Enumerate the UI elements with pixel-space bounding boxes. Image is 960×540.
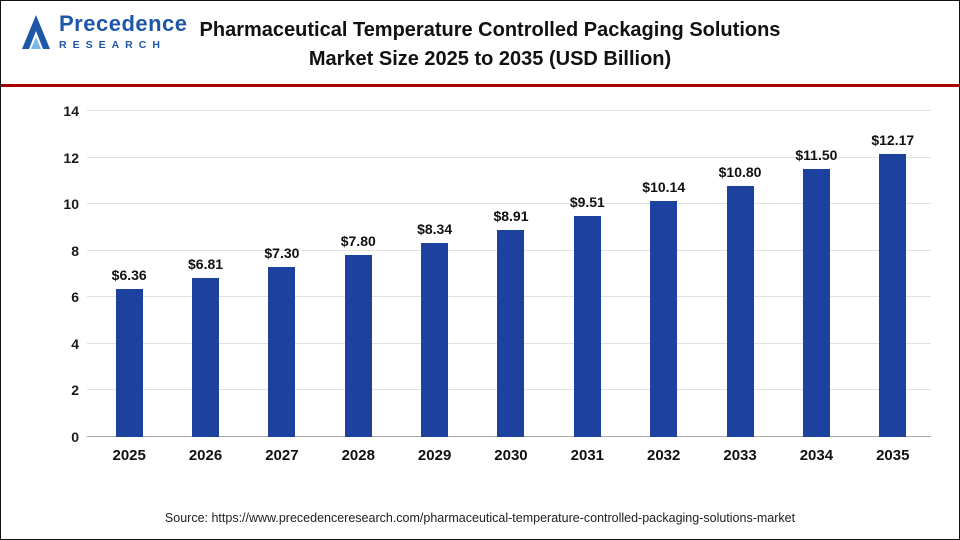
chart-title-line1: Pharmaceutical Temperature Controlled Pa… xyxy=(199,19,781,41)
bar-2035 xyxy=(879,153,907,437)
y-tick-label-4: 4 xyxy=(71,335,79,352)
x-tick-label-2026: 2026 xyxy=(188,447,223,464)
x-tick-label-2028: 2028 xyxy=(341,447,375,464)
bar-2026 xyxy=(192,278,220,437)
bar-column-2026: $6.81 xyxy=(167,111,243,437)
bar-2030 xyxy=(497,229,525,437)
bar-value-label-2026: $6.81 xyxy=(188,256,224,273)
chart-title-line2: Market Size 2025 to 2035 (USD Billion) xyxy=(308,48,672,70)
bar-column-2034: $11.50 xyxy=(778,111,854,437)
gridline-14 xyxy=(87,110,931,111)
bar-2033 xyxy=(726,185,754,437)
bar-column-2032: $10.14 xyxy=(626,111,702,437)
bar-value-label-2032: $10.14 xyxy=(642,178,686,195)
chart-title: Pharmaceutical Temperature Controlled Pa… xyxy=(1,1,959,84)
bars-container: $6.36 $6.81 $7.30 $7.80 $8.34 $8.91 $9.51 $10.1… xyxy=(91,111,931,437)
x-tick-label-2034: 2034 xyxy=(799,447,834,464)
bar-column-2029: $8.34 xyxy=(396,111,472,437)
x-tick-label-2031: 2031 xyxy=(570,447,605,464)
x-tick-label-2033: 2033 xyxy=(723,447,757,464)
bar-value-label-2029: $8.34 xyxy=(417,220,453,237)
x-tick-label-2027: 2027 xyxy=(265,447,299,464)
header: Precedence RESEARCH Pharmaceutical Tempe… xyxy=(1,1,959,87)
x-tick-label-2030: 2030 xyxy=(494,447,528,464)
bar-2032 xyxy=(650,200,678,437)
gridline-10 xyxy=(87,203,931,205)
bar-2034 xyxy=(802,169,830,437)
y-tick-label-6: 6 xyxy=(71,289,79,306)
chart-area: $6.36 $6.81 $7.30 $7.80 $8.34 $8.91 $9.51 $10.1… xyxy=(1,87,959,499)
bar-column-2035: $12.17 xyxy=(855,111,931,437)
y-tick-label-12: 12 xyxy=(63,149,79,166)
source-text: Source: https://www.precedenceresearch.c… xyxy=(164,511,796,525)
y-tick-label-8: 8 xyxy=(71,242,79,259)
bar-2025 xyxy=(115,288,143,437)
bar-column-2033: $10.80 xyxy=(702,111,778,437)
bar-2027 xyxy=(268,267,296,437)
bar-column-2031: $9.51 xyxy=(549,111,625,437)
bar-value-label-2033: $10.80 xyxy=(718,163,762,180)
bar-value-label-2034: $11.50 xyxy=(795,147,838,164)
y-tick-label-14: 14 xyxy=(63,103,79,119)
bar-value-label-2028: $7.80 xyxy=(340,233,376,250)
precedence-research-logo: Precedence RESEARCH xyxy=(19,13,188,53)
plot-area: $6.36 $6.81 $7.30 $7.80 $8.34 $8.91 $9.51 $10.1… xyxy=(63,103,931,445)
bar-column-2025: $6.36 xyxy=(91,111,167,437)
bar-column-2028: $7.80 xyxy=(320,111,396,437)
y-tick-label-2: 2 xyxy=(71,382,79,399)
x-axis-labels: 2025 2026 2027 2028 2029 2030 2031 2032 2033 2034… xyxy=(91,447,931,464)
precedence-logo-icon xyxy=(22,15,50,49)
bar-value-label-2030: $8.91 xyxy=(493,207,529,224)
x-tick-label-2025: 2025 xyxy=(112,447,146,464)
bar-column-2030: $8.91 xyxy=(473,111,549,437)
x-tick-label-2035: 2035 xyxy=(876,447,910,464)
bar-value-label-2025: $6.36 xyxy=(111,266,147,283)
bar-value-label-2035: $12.17 xyxy=(871,131,915,148)
logo-text: Precedence RESEARCH xyxy=(59,13,188,51)
bar-value-label-2027: $7.30 xyxy=(264,245,300,262)
x-tick-label-2032: 2032 xyxy=(647,447,681,464)
y-tick-label-10: 10 xyxy=(63,196,79,213)
y-tick-label-0: 0 xyxy=(71,429,79,445)
footer: Source: https://www.precedenceresearch.c… xyxy=(1,509,959,527)
gridline-12 xyxy=(87,156,931,158)
bar-column-2027: $7.30 xyxy=(244,111,320,437)
bar-2029 xyxy=(421,242,449,437)
logo-subtitle: RESEARCH xyxy=(59,39,166,51)
logo-name: Precedence xyxy=(59,11,188,36)
bar-2031 xyxy=(573,215,601,437)
x-tick-label-2029: 2029 xyxy=(417,447,452,464)
bar-value-label-2031: $9.51 xyxy=(569,193,605,210)
bar-2028 xyxy=(344,255,372,437)
